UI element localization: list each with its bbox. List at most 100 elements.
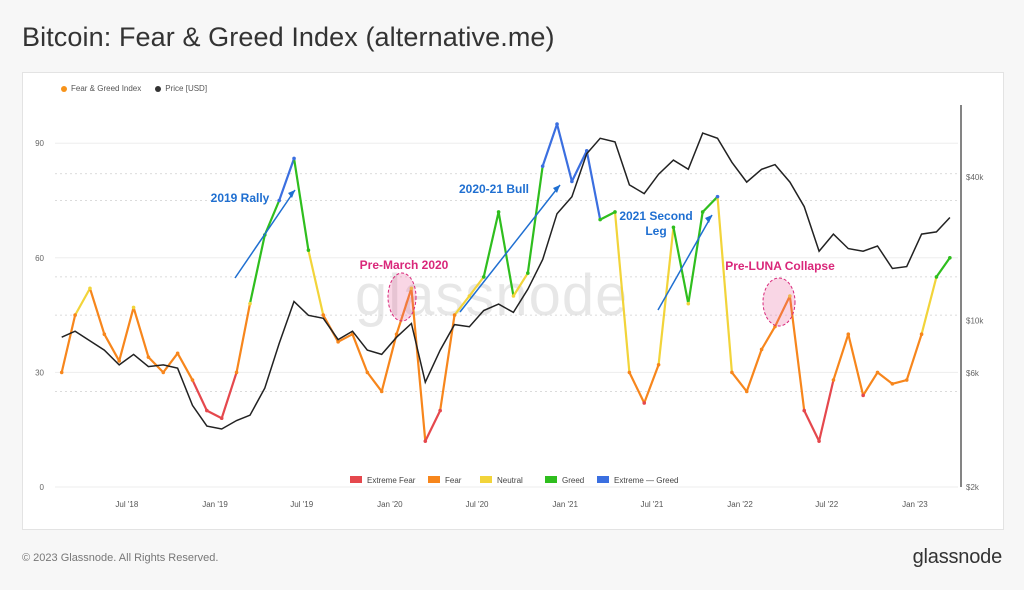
x-tick-label: Jan '19 bbox=[202, 500, 228, 509]
fear-greed-segment bbox=[891, 378, 908, 385]
fear-greed-point bbox=[161, 370, 166, 375]
fear-greed-point bbox=[540, 164, 545, 168]
fear-greed-segment bbox=[439, 314, 456, 412]
fear-greed-segment bbox=[147, 356, 165, 374]
band-legend-swatch bbox=[597, 476, 609, 483]
fear-greed-segment bbox=[832, 333, 850, 382]
annotation-label: 2021 Second bbox=[619, 209, 692, 223]
fear-greed-point bbox=[802, 408, 807, 413]
fear-greed-segment bbox=[248, 233, 266, 305]
annotation-label: 2020-21 Bull bbox=[459, 182, 529, 196]
fear-greed-segment bbox=[847, 333, 865, 397]
annotation-ellipse bbox=[762, 277, 796, 327]
annotation-label: 2019 Rally bbox=[211, 191, 270, 205]
fear-greed-segment bbox=[380, 333, 398, 393]
fear-greed-point bbox=[730, 370, 734, 375]
fear-greed-point bbox=[146, 355, 151, 359]
y-tick-label-left: 90 bbox=[35, 139, 44, 148]
y-tick-label-left: 60 bbox=[35, 254, 44, 263]
fear-greed-point bbox=[365, 370, 370, 375]
fear-greed-point bbox=[744, 389, 749, 394]
x-tick-label: Jul '22 bbox=[815, 500, 838, 509]
price-line bbox=[61, 132, 951, 430]
fear-greed-segment bbox=[817, 378, 835, 443]
x-tick-label: Jan '22 bbox=[727, 500, 753, 509]
fear-greed-point bbox=[861, 393, 865, 398]
fear-greed-segment bbox=[453, 294, 471, 317]
band-legend-swatch bbox=[480, 476, 492, 483]
fear-greed-point bbox=[627, 370, 632, 375]
fear-greed-segment bbox=[730, 371, 748, 393]
fear-greed-segment bbox=[235, 302, 252, 374]
fear-greed-point bbox=[190, 378, 195, 382]
fear-greed-segment bbox=[74, 287, 92, 317]
fear-greed-segment bbox=[103, 333, 121, 363]
y-tick-label-right: $2k bbox=[966, 483, 980, 492]
chart-legend-top: Fear & Greed Index Price [USD] bbox=[61, 84, 207, 93]
fear-greed-segment bbox=[512, 271, 529, 298]
fear-greed-segment bbox=[424, 409, 442, 443]
legend-price[interactable]: Price [USD] bbox=[155, 84, 207, 93]
annotation-arrow bbox=[234, 189, 296, 279]
fear-greed-point bbox=[409, 286, 414, 291]
x-tick-label: Jan '20 bbox=[377, 500, 403, 509]
fear-greed-segment bbox=[599, 210, 617, 221]
band-legend-label: Extreme — Greed bbox=[614, 476, 678, 485]
fear-greed-segment bbox=[862, 371, 879, 397]
band-legend-swatch bbox=[350, 476, 362, 483]
fear-greed-segment bbox=[920, 275, 938, 336]
annotation-arrowhead bbox=[288, 190, 295, 198]
fear-greed-point bbox=[175, 351, 180, 356]
copyright: © 2023 Glassnode. All Rights Reserved. bbox=[22, 552, 219, 564]
fear-greed-segment bbox=[716, 195, 733, 374]
fear-greed-point bbox=[234, 370, 239, 375]
fear-greed-point bbox=[759, 347, 764, 352]
fear-greed-segment bbox=[162, 352, 179, 374]
fear-greed-segment bbox=[410, 287, 427, 443]
fear-greed-segment bbox=[585, 149, 602, 221]
fear-greed-point bbox=[248, 301, 252, 306]
fear-greed-point bbox=[394, 332, 399, 337]
fear-greed-segment bbox=[672, 226, 690, 305]
fear-greed-segment bbox=[541, 122, 559, 168]
fear-greed-segment bbox=[468, 275, 485, 298]
fear-greed-point bbox=[831, 378, 836, 382]
fear-greed-point bbox=[59, 370, 64, 375]
fear-greed-segment bbox=[526, 165, 544, 275]
fear-greed-point bbox=[336, 340, 340, 344]
fear-greed-point bbox=[306, 248, 311, 252]
fear-greed-point bbox=[423, 439, 428, 443]
legend-label-price: Price [USD] bbox=[165, 84, 208, 93]
fear-greed-point bbox=[496, 210, 501, 214]
fear-greed-segment bbox=[205, 409, 223, 420]
fear-greed-point bbox=[642, 401, 647, 405]
fear-greed-point bbox=[613, 210, 617, 214]
fear-greed-point bbox=[555, 122, 559, 126]
annotation-arrow bbox=[657, 214, 713, 311]
annotation-arrow bbox=[459, 184, 561, 313]
x-tick-label: Jul '21 bbox=[640, 500, 663, 509]
fear-greed-point bbox=[219, 416, 224, 421]
fear-greed-point bbox=[73, 313, 77, 317]
fear-greed-segment bbox=[701, 195, 719, 214]
fear-greed-point bbox=[598, 217, 602, 222]
fear-greed-segment bbox=[570, 149, 588, 183]
legend-label-fear-greed: Fear & Greed Index bbox=[71, 84, 142, 93]
legend-fear-greed[interactable]: Fear & Greed Index bbox=[61, 84, 141, 93]
fear-greed-point bbox=[904, 378, 909, 382]
fear-greed-point bbox=[481, 275, 486, 279]
fear-greed-point bbox=[452, 313, 457, 317]
y-tick-label-left: 30 bbox=[35, 368, 44, 377]
watermark: glassnode bbox=[355, 263, 629, 328]
fear-greed-point bbox=[890, 382, 895, 386]
y-tick-label-left: 0 bbox=[40, 483, 45, 492]
annotation-label: Leg bbox=[645, 224, 666, 238]
fear-greed-point bbox=[919, 332, 924, 337]
fear-greed-segment bbox=[278, 157, 296, 202]
fear-greed-segment bbox=[191, 378, 208, 412]
fear-greed-point bbox=[526, 271, 530, 275]
fear-greed-segment bbox=[88, 287, 106, 336]
annotation-label: Pre-LUNA Collapse bbox=[725, 259, 835, 273]
fear-greed-segment bbox=[745, 348, 763, 393]
